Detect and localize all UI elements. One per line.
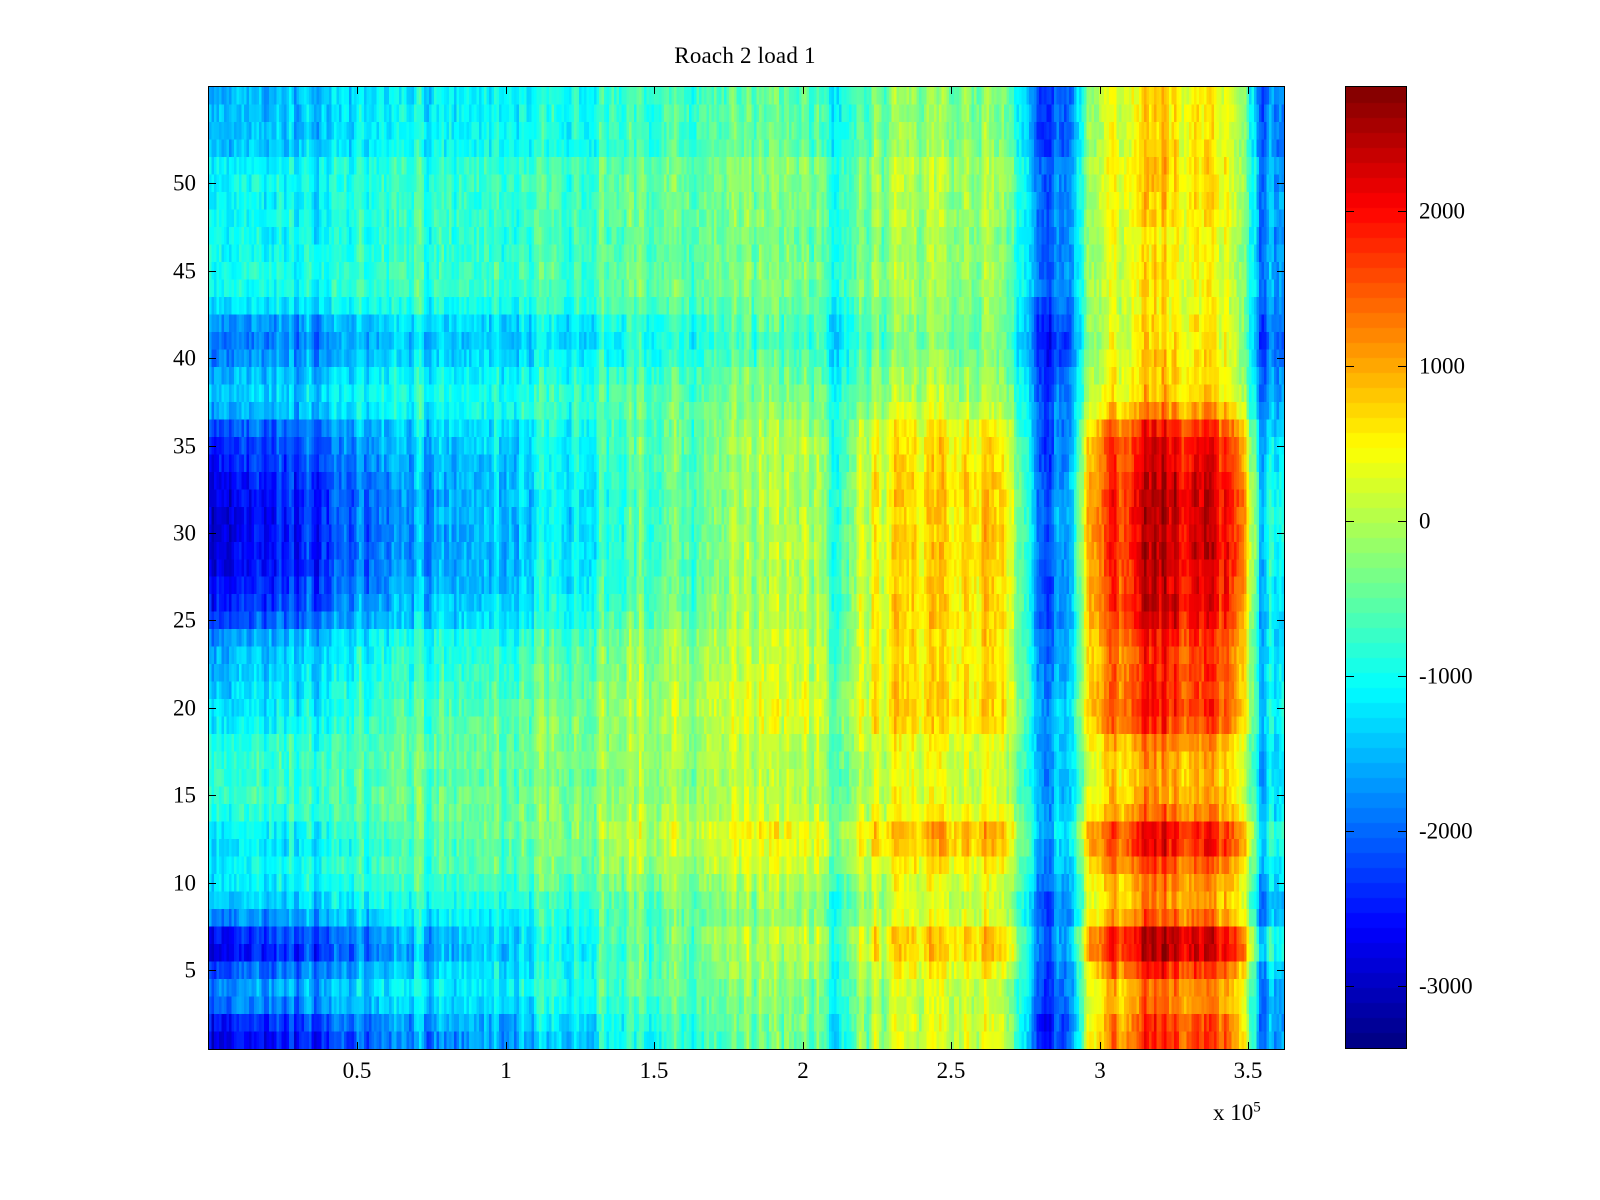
colorbar-tick-left — [1345, 831, 1354, 832]
y-axis-tick — [208, 358, 216, 359]
x-axis-tick — [506, 1042, 507, 1050]
y-axis-tick-right — [1277, 446, 1285, 447]
y-axis-tick — [208, 970, 216, 971]
x-axis-tick — [1100, 1042, 1101, 1050]
x-axis-tick — [803, 1042, 804, 1050]
y-axis-tick-right — [1277, 271, 1285, 272]
colorbar-tick-label: 2000 — [1419, 198, 1465, 224]
x-exponent-power: 5 — [1253, 1099, 1261, 1116]
x-axis-tick-label: 2 — [797, 1058, 809, 1083]
colorbar-tick-label: -3000 — [1419, 973, 1473, 999]
y-axis-tick — [208, 795, 216, 796]
y-axis-tick-right — [1277, 533, 1285, 534]
x-axis-tick-top — [803, 86, 804, 94]
colorbar-tick-right — [1398, 676, 1407, 677]
y-axis-tick-label: 30 — [173, 520, 196, 546]
x-axis-tick-label: 0.5 — [342, 1058, 372, 1083]
heatmap-axes — [208, 86, 1285, 1050]
colorbar-tick-label: 0 — [1419, 508, 1431, 534]
y-axis-tick — [208, 883, 216, 884]
heatmap-image — [209, 87, 1284, 1049]
y-axis-tick — [208, 183, 216, 184]
x-axis-tick-label: 2.5 — [936, 1058, 966, 1083]
colorbar-tick-left — [1345, 676, 1354, 677]
y-axis-tick-right — [1277, 970, 1285, 971]
page-title: Roach 2 load 1 — [674, 43, 816, 68]
y-axis-tick — [208, 446, 216, 447]
colorbar-tick-left — [1345, 521, 1354, 522]
x-axis-tick-label: 1.5 — [639, 1058, 669, 1083]
y-axis-tick-right — [1277, 795, 1285, 796]
y-axis-tick — [208, 533, 216, 534]
x-axis-tick-top — [506, 86, 507, 94]
colorbar-tick-right — [1398, 986, 1407, 987]
x-exponent-mantissa: x 10 — [1213, 1100, 1254, 1125]
x-axis-exponent-label: x 105 — [1213, 1100, 1261, 1125]
colorbar-tick-right — [1398, 831, 1407, 832]
y-axis-tick-right — [1277, 358, 1285, 359]
colorbar-tick-left — [1345, 366, 1354, 367]
y-axis-tick-label: 50 — [173, 170, 196, 196]
x-axis-tick-top — [654, 86, 655, 94]
colorbar-tick-right — [1398, 521, 1407, 522]
y-axis-tick-label: 35 — [173, 433, 196, 459]
y-axis-tick-label: 10 — [173, 870, 196, 896]
y-axis-tick-right — [1277, 883, 1285, 884]
x-axis-tick — [951, 1042, 952, 1050]
y-axis-tick-label: 5 — [184, 957, 197, 983]
colorbar-gradient — [1346, 87, 1406, 1048]
x-axis-tick-top — [357, 86, 358, 94]
x-axis-tick-label: 3 — [1094, 1058, 1106, 1083]
colorbar-tick-label: -2000 — [1419, 818, 1473, 844]
colorbar — [1345, 86, 1407, 1049]
y-axis-tick — [208, 271, 216, 272]
y-axis-tick — [208, 708, 216, 709]
y-axis-tick-label: 40 — [173, 345, 196, 371]
y-axis-tick-label: 15 — [173, 782, 196, 808]
y-axis-tick-label: 20 — [173, 695, 196, 721]
colorbar-tick-left — [1345, 986, 1354, 987]
x-axis-tick — [654, 1042, 655, 1050]
x-axis-tick-top — [1100, 86, 1101, 94]
colorbar-tick-right — [1398, 366, 1407, 367]
y-axis-tick — [208, 620, 216, 621]
x-axis-tick-top — [1248, 86, 1249, 94]
x-axis-tick-label: 1 — [500, 1058, 512, 1083]
colorbar-tick-label: 1000 — [1419, 353, 1465, 379]
y-axis-tick-right — [1277, 183, 1285, 184]
y-axis-tick-label: 25 — [173, 607, 196, 633]
colorbar-tick-left — [1345, 211, 1354, 212]
x-axis-tick — [357, 1042, 358, 1050]
x-axis-tick — [1248, 1042, 1249, 1050]
x-axis-tick-label: 3.5 — [1233, 1058, 1263, 1083]
colorbar-tick-label: -1000 — [1419, 663, 1473, 689]
x-axis-tick-top — [951, 86, 952, 94]
y-axis-tick-right — [1277, 620, 1285, 621]
y-axis-tick-label: 45 — [173, 258, 196, 284]
y-axis-tick-right — [1277, 708, 1285, 709]
colorbar-tick-right — [1398, 211, 1407, 212]
